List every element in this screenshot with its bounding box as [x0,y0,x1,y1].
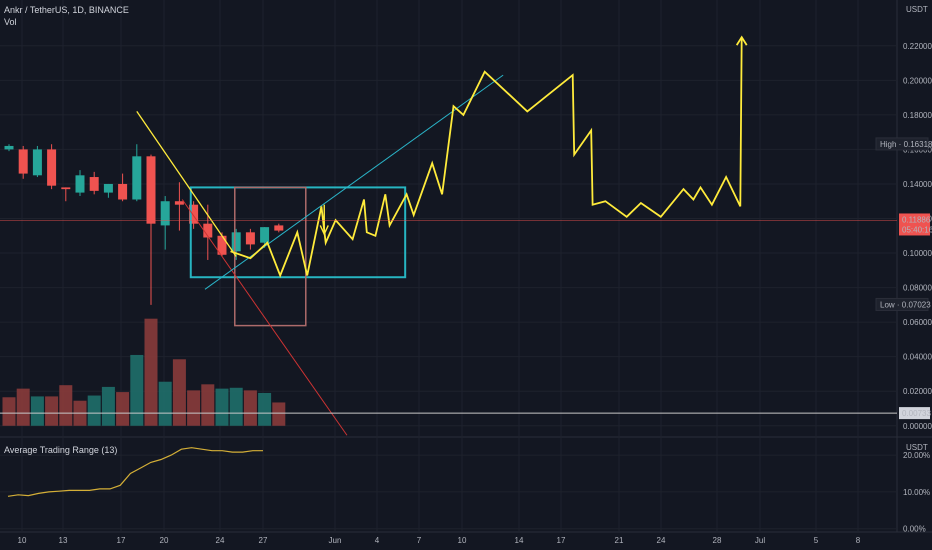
candle-body [32,149,42,176]
volume-bars [2,318,286,426]
volume-bar [229,387,243,426]
price-tick-label: 0.22000 [903,42,932,51]
time-tick-label: 27 [259,536,268,545]
volume-bar [187,390,201,426]
indicator-tick-label: 0.00% [903,525,926,534]
atr-line [7,447,263,497]
price-unit-label: USDT [906,5,928,14]
indicator-tick-label: 20.00% [903,451,930,460]
last-price-value: 0.11886 [902,215,931,224]
volume-bar [59,385,73,426]
volume-bar [2,397,16,426]
candle-body [217,235,227,255]
projected-arrowhead [735,35,748,46]
price-tick-label: 0.18000 [903,111,932,120]
projected-path [230,37,743,278]
volume-bar [30,396,44,426]
bear-diagonal-line [181,199,348,436]
volume-bar [45,396,59,426]
volume-bar [215,388,229,426]
candle-body [18,149,28,174]
line-value-box [899,407,930,420]
atr-indicator [7,447,263,497]
volume-bar [158,381,172,426]
downtrend-line [136,111,237,257]
price-tick-label: 0.20000 [903,76,932,85]
candle-body [89,177,99,191]
volume-bar [16,388,30,426]
time-tick-label: Jul [755,536,765,545]
time-tick-label: 17 [557,536,566,545]
candle-body [4,145,14,150]
candle-body [260,227,270,243]
volume-bar [116,392,130,426]
time-tick-label: 13 [59,536,68,545]
indicator-unit-label: USDT [906,443,928,452]
volume-bar [87,395,101,426]
time-tick-label: 14 [515,536,524,545]
candle-body [132,156,142,200]
symbol-title: Ankr / TetherUS, 1D, BINANCE [4,5,129,15]
time-tick-label: 24 [216,536,225,545]
line-value-text: 0.00733 [902,409,931,418]
price-tick-label: 0.04000 [903,353,932,362]
candle-body [160,201,170,226]
drawings [0,35,897,436]
time-tick-label: 4 [375,536,380,545]
candle-body [245,232,255,245]
axes: 0.220000.200000.180000.160000.140000.120… [18,5,932,545]
low-marker-text: Low · 0.07023 [880,300,931,309]
candle-body [118,183,128,200]
indicator-tick-label: 10.00% [903,488,930,497]
time-tick-label: 28 [713,536,722,545]
time-tick-label: 17 [117,536,126,545]
candle-body [174,201,184,205]
candle-body [274,225,284,231]
high-marker-text: High · 0.16318 [880,140,932,149]
indicator-label: Average Trading Range (13) [4,445,118,455]
time-tick-label: 10 [18,536,27,545]
time-tick-label: 24 [657,536,666,545]
price-tick-label: 0.14000 [903,180,932,189]
time-tick-label: 20 [160,536,169,545]
time-tick-label: 21 [615,536,624,545]
low-marker-box [875,297,929,311]
candle-body [47,149,57,186]
time-tick-label: 10 [458,536,467,545]
volume-bar [144,318,158,426]
candle-body [75,175,85,193]
volume-bar [130,354,144,426]
candle-body [189,204,199,224]
last-price-countdown: 05:40:16 [902,225,932,234]
price-tick-label: 0.08000 [903,284,932,293]
candle-body [146,156,156,224]
volume-label: Vol [4,17,17,27]
volume-bar [172,359,186,426]
time-tick-label: 5 [814,536,819,545]
candle-body [203,223,213,238]
candle-body [103,183,113,193]
volume-bar [272,402,286,426]
last-price-box [899,213,930,236]
time-tick-label: Jun [329,536,342,545]
price-tick-label: 0.00000 [903,422,932,431]
time-tick-label: 7 [417,536,422,545]
price-tick-label: 0.10000 [903,249,932,258]
volume-bar [201,384,215,426]
price-tick-label: 0.02000 [903,387,932,396]
price-tick-label: 0.06000 [903,318,932,327]
candles [4,144,284,305]
high-marker-box [875,137,929,151]
candle-body [231,232,241,252]
time-tick-label: 8 [856,536,861,545]
down-arrow-head [319,225,329,236]
volume-bar [258,392,272,426]
volume-bar [101,386,115,426]
volume-bar [243,390,257,426]
candle-body [61,187,71,190]
